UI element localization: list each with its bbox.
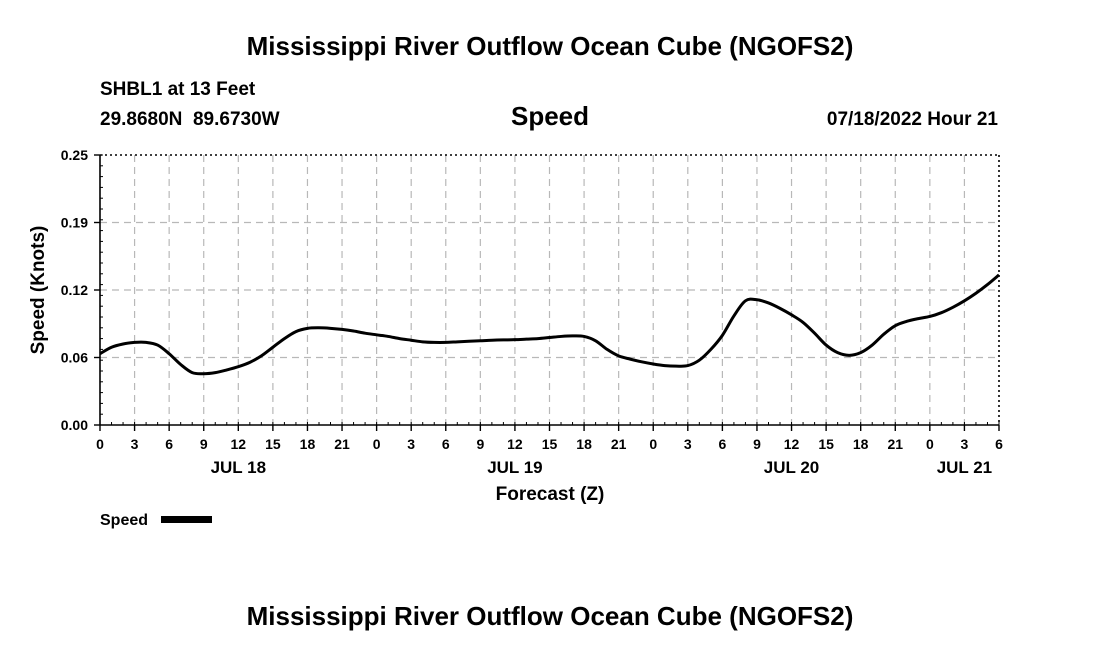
x-tick-label: 6 xyxy=(995,436,1003,452)
x-tick-label: 15 xyxy=(818,436,834,452)
x-tick-label: 18 xyxy=(853,436,869,452)
x-tick-label: 0 xyxy=(96,436,104,452)
x-tick-label: 9 xyxy=(753,436,761,452)
x-tick-label: 21 xyxy=(611,436,627,452)
x-tick-label: 15 xyxy=(265,436,281,452)
x-tick-label: 3 xyxy=(961,436,969,452)
x-tick-label: 0 xyxy=(926,436,934,452)
date-label: JUL 19 xyxy=(487,458,542,477)
y-tick-label: 0.00 xyxy=(61,417,88,433)
x-tick-label: 9 xyxy=(200,436,208,452)
station-name: SHBL1 at 13 Feet xyxy=(100,79,256,100)
x-axis-label: Forecast (Z) xyxy=(496,484,605,505)
series-layer xyxy=(99,273,1000,376)
station-coordinates: 29.8680N 89.6730W xyxy=(100,109,280,130)
date-label: JUL 20 xyxy=(764,458,819,477)
x-tick-label: 15 xyxy=(542,436,558,452)
x-tick-label: 6 xyxy=(718,436,726,452)
y-tick-label: 0.06 xyxy=(61,350,88,366)
grid xyxy=(100,155,999,425)
date-label: JUL 18 xyxy=(211,458,266,477)
x-tick-label: 3 xyxy=(684,436,692,452)
forecast-time: 07/18/2022 Hour 21 xyxy=(827,109,999,130)
x-tick-label: 12 xyxy=(231,436,247,452)
y-tick-label: 0.19 xyxy=(61,215,88,231)
date-labels: JUL 18 JUL 19 JUL 20 JUL 21 xyxy=(211,458,993,477)
legend-label: Speed xyxy=(100,512,148,529)
y-tick-label: 0.12 xyxy=(61,282,88,298)
x-tick-label: 0 xyxy=(649,436,657,452)
y-axis-label: Speed (Knots) xyxy=(28,226,49,355)
x-axis-ticks: 0 3 6 9 12 15 18 21 0 3 6 9 12 15 18 21 0 3 6 9 12 15 18 21 0 3 6 xyxy=(96,422,1003,452)
x-tick-label: 9 xyxy=(476,436,484,452)
x-tick-label: 3 xyxy=(131,436,139,452)
x-tick-label: 12 xyxy=(784,436,800,452)
x-tick-label: 6 xyxy=(165,436,173,452)
x-tick-label: 18 xyxy=(576,436,592,452)
x-tick-label: 6 xyxy=(442,436,450,452)
x-tick-label: 12 xyxy=(507,436,523,452)
legend-swatch xyxy=(161,516,212,523)
y-tick-label: 0.25 xyxy=(61,147,88,163)
x-tick-label: 18 xyxy=(300,436,316,452)
y-axis-ticks: 0.00 0.06 0.12 0.19 0.25 xyxy=(61,147,103,433)
page-title: Mississippi River Outflow Ocean Cube (NG… xyxy=(247,31,854,61)
date-label: JUL 21 xyxy=(937,458,992,477)
legend: Speed xyxy=(100,512,212,529)
footer-title: Mississippi River Outflow Ocean Cube (NG… xyxy=(247,601,854,631)
x-tick-label: 3 xyxy=(407,436,415,452)
panel-title: Speed xyxy=(511,101,589,131)
series-line-speed xyxy=(99,273,1000,376)
x-tick-label: 21 xyxy=(887,436,903,452)
x-tick-label: 21 xyxy=(334,436,350,452)
x-tick-label: 0 xyxy=(373,436,381,452)
